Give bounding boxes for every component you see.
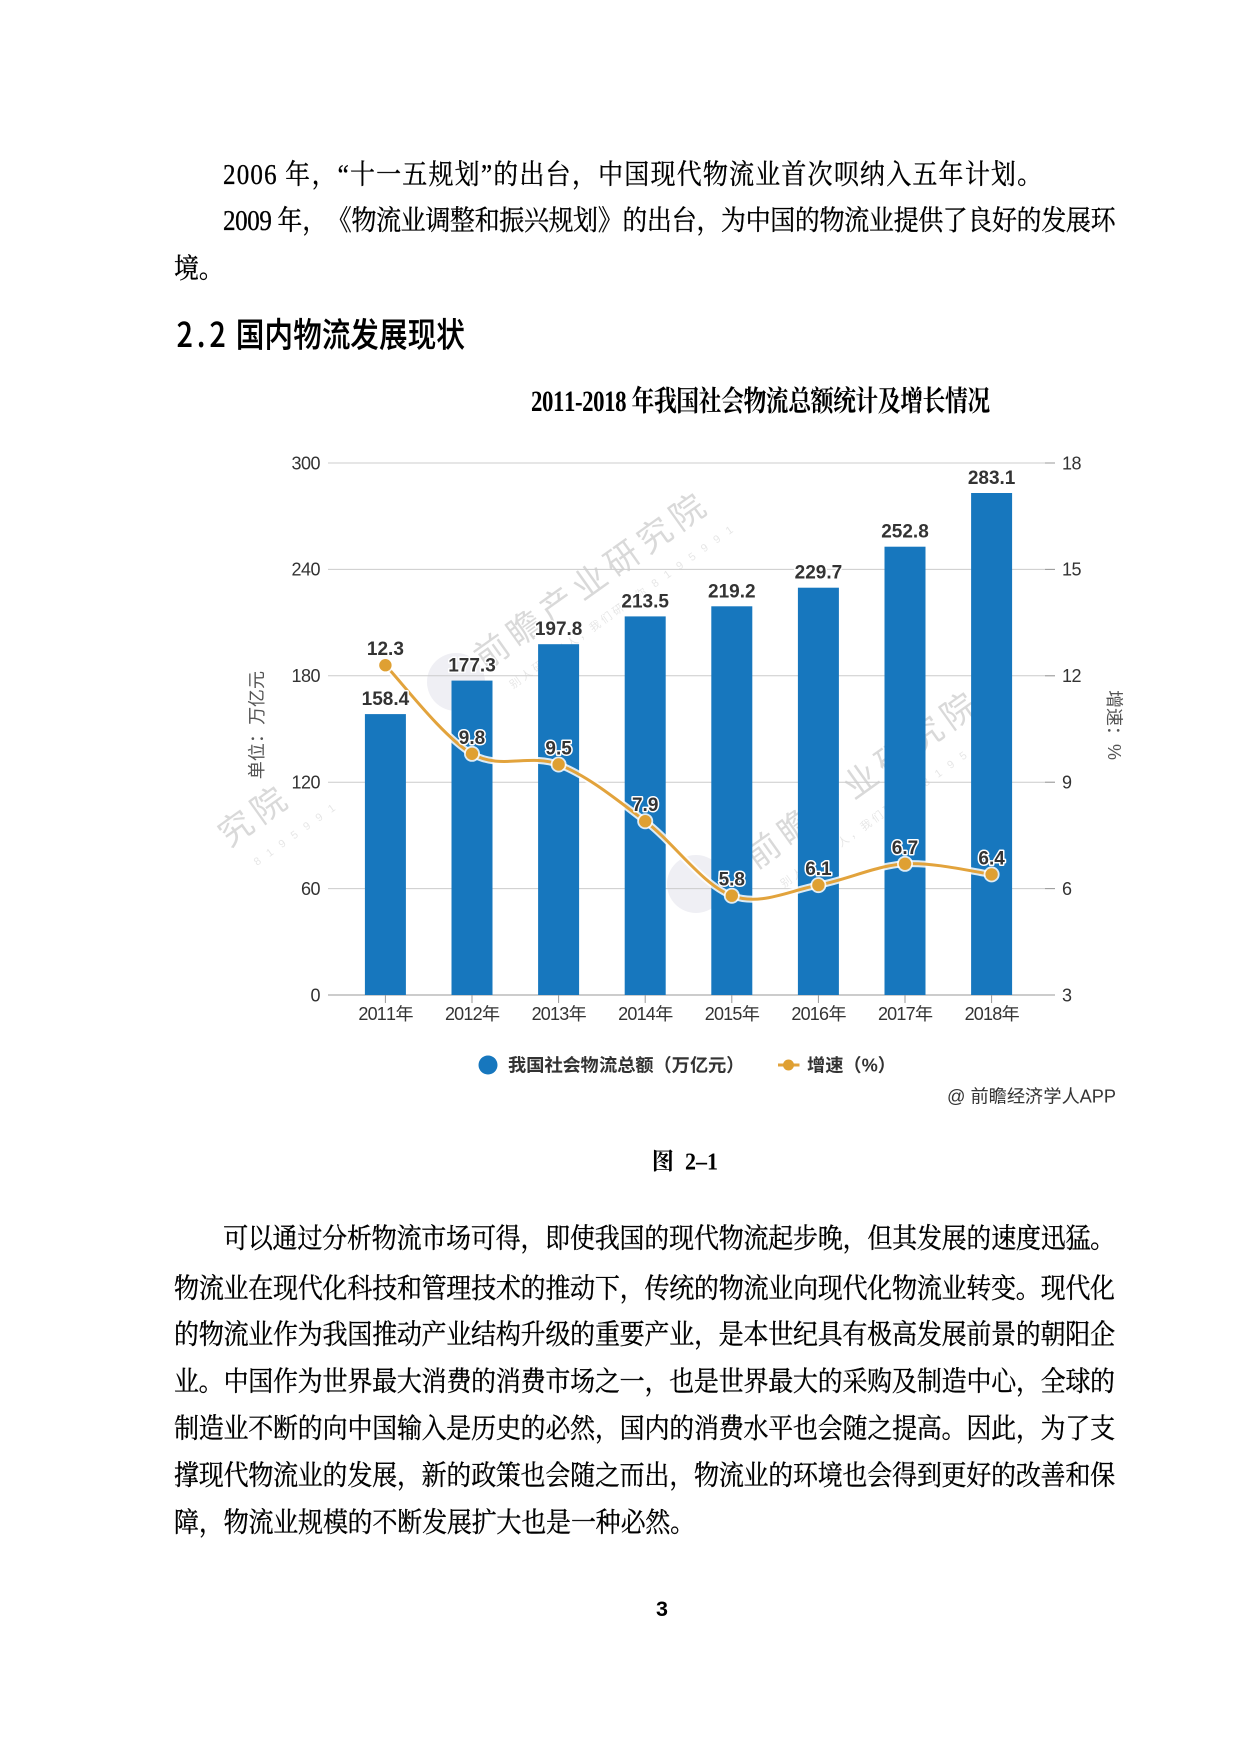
svg-text:9.8: 9.8 — [459, 728, 485, 749]
svg-text:219.2: 219.2 — [708, 581, 756, 602]
svg-text:177.3: 177.3 — [448, 656, 496, 677]
svg-text:增速：%: 增速：% — [1104, 690, 1124, 760]
svg-text:60: 60 — [301, 879, 321, 899]
svg-text:6.1: 6.1 — [805, 859, 832, 880]
svg-text:2014年: 2014年 — [618, 1004, 672, 1024]
svg-text:2015年: 2015年 — [705, 1004, 759, 1024]
svg-text:@ 前瞻经济学人APP: @ 前瞻经济学人APP — [947, 1087, 1116, 1107]
svg-text:单位：万亿元: 单位：万亿元 — [247, 671, 267, 779]
svg-text:前瞻产业研究院: 前瞻产业研究院 — [739, 683, 989, 877]
svg-text:2011年: 2011年 — [358, 1004, 412, 1024]
svg-text:5.8: 5.8 — [719, 870, 745, 891]
svg-text:12.3: 12.3 — [367, 639, 404, 660]
svg-text:2018年: 2018年 — [965, 1004, 1019, 1024]
svg-text:2016年: 2016年 — [791, 1004, 845, 1024]
svg-text:180: 180 — [291, 666, 320, 686]
svg-text:300: 300 — [291, 453, 320, 473]
svg-text:9.5: 9.5 — [545, 739, 572, 760]
svg-text:240: 240 — [291, 560, 320, 580]
svg-text:213.5: 213.5 — [621, 591, 669, 612]
svg-text:2012年: 2012年 — [445, 1004, 499, 1024]
svg-text:2017年: 2017年 — [878, 1004, 932, 1024]
svg-text:120: 120 — [291, 773, 320, 793]
svg-text:增速（%）: 增速（%） — [807, 1055, 896, 1075]
svg-text:6: 6 — [1062, 879, 1072, 899]
svg-text:0: 0 — [310, 985, 320, 1005]
svg-text:18: 18 — [1062, 453, 1082, 473]
svg-text:252.8: 252.8 — [881, 522, 929, 543]
svg-text:7.9: 7.9 — [632, 795, 658, 816]
svg-text:197.8: 197.8 — [535, 619, 583, 640]
svg-text:前瞻产业研究院: 前瞻产业研究院 — [468, 484, 718, 678]
svg-text:12: 12 — [1062, 666, 1082, 686]
svg-text:9: 9 — [1062, 773, 1072, 793]
svg-text:6.4: 6.4 — [978, 848, 1005, 869]
svg-text:3: 3 — [1062, 985, 1072, 1005]
svg-text:我国社会物流总额（万亿元）: 我国社会物流总额（万亿元） — [508, 1055, 744, 1075]
svg-text:2013年: 2013年 — [532, 1004, 586, 1024]
svg-text:158.4: 158.4 — [362, 689, 410, 710]
svg-text:15: 15 — [1062, 560, 1082, 580]
svg-text:283.1: 283.1 — [968, 468, 1016, 489]
svg-text:229.7: 229.7 — [795, 563, 843, 584]
svg-text:6.7: 6.7 — [892, 838, 918, 859]
